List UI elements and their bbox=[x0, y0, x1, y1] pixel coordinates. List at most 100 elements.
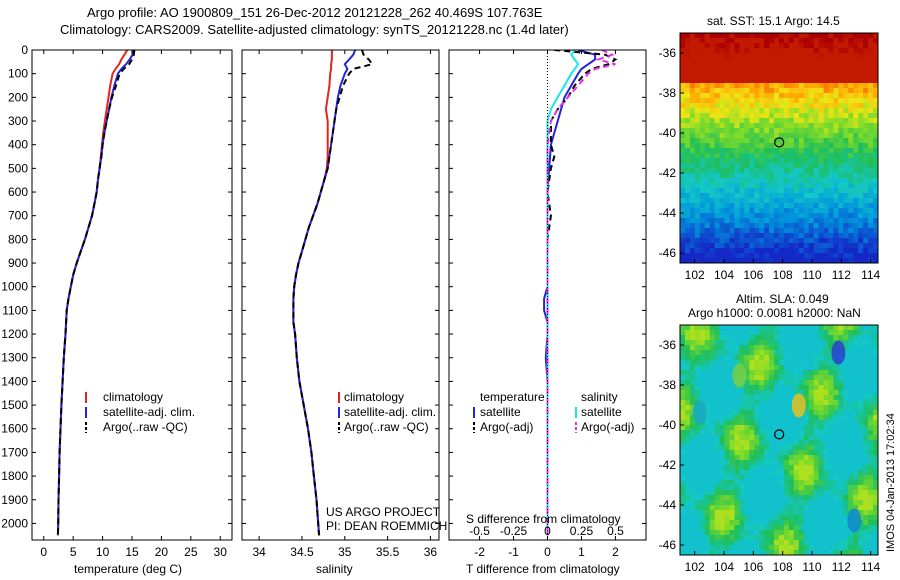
map-cell bbox=[868, 440, 874, 446]
map-cell bbox=[774, 153, 780, 159]
map-cell bbox=[754, 223, 760, 229]
map-cell bbox=[863, 68, 869, 74]
map-cell bbox=[754, 430, 760, 436]
map-cell bbox=[764, 198, 770, 204]
map-cell bbox=[848, 118, 854, 124]
map-cell bbox=[868, 108, 874, 114]
map-cell bbox=[754, 460, 760, 466]
map-cell bbox=[749, 88, 755, 94]
map-cell bbox=[734, 415, 740, 421]
map-cell bbox=[774, 350, 780, 356]
map-cell bbox=[699, 38, 706, 44]
map-cell bbox=[788, 460, 795, 466]
map-cell bbox=[783, 335, 790, 341]
map-cell bbox=[694, 465, 701, 471]
map-cell bbox=[704, 223, 711, 229]
map-cell bbox=[838, 380, 844, 386]
map-cell bbox=[788, 53, 795, 59]
map-cell bbox=[798, 53, 805, 59]
map-cell bbox=[734, 198, 740, 204]
map-cell bbox=[759, 103, 765, 109]
map-cell bbox=[734, 340, 740, 346]
map-cell bbox=[788, 198, 795, 204]
map-cell bbox=[714, 415, 721, 421]
map-cell bbox=[823, 540, 830, 546]
map-cell bbox=[853, 480, 859, 486]
map-cell bbox=[858, 500, 864, 506]
map-cell bbox=[828, 83, 835, 89]
map-cell bbox=[684, 193, 691, 199]
map-cell bbox=[783, 248, 790, 254]
map-cell bbox=[843, 490, 849, 496]
map-cell bbox=[783, 163, 790, 169]
diff-legend-sal-sat: satellite bbox=[581, 405, 622, 419]
map-cell bbox=[719, 435, 726, 441]
map-cell bbox=[788, 415, 795, 421]
map-cell bbox=[689, 360, 696, 366]
map-cell bbox=[833, 435, 839, 441]
map-cell bbox=[709, 83, 716, 89]
map-cell bbox=[818, 325, 825, 331]
map-cell bbox=[873, 435, 878, 441]
map-cell bbox=[684, 510, 691, 516]
map-cell bbox=[823, 83, 830, 89]
map-cell bbox=[704, 128, 711, 134]
map-cell bbox=[818, 545, 825, 551]
map-cell bbox=[818, 355, 825, 361]
map-cell bbox=[808, 440, 815, 446]
temp-xtick-label: 15 bbox=[125, 545, 139, 559]
map-cell bbox=[759, 485, 765, 491]
map-cell bbox=[873, 430, 878, 436]
map-cell bbox=[803, 340, 810, 346]
map-cell bbox=[699, 108, 706, 114]
map-cell bbox=[769, 128, 775, 134]
map-cell bbox=[680, 198, 686, 204]
map-cell bbox=[848, 465, 854, 471]
map-cell bbox=[798, 365, 805, 371]
map-cell bbox=[848, 545, 854, 551]
map-cell bbox=[873, 173, 878, 179]
map-cell bbox=[744, 238, 750, 244]
map-cell bbox=[868, 325, 874, 331]
map-cell bbox=[680, 490, 686, 496]
map-cell bbox=[709, 123, 716, 129]
map-cell bbox=[873, 510, 878, 516]
map-cell bbox=[848, 550, 854, 555]
map-cell bbox=[684, 395, 691, 401]
map-cell bbox=[788, 108, 795, 114]
map-cell bbox=[863, 158, 869, 164]
map-cell bbox=[858, 400, 864, 406]
map-cell bbox=[729, 153, 736, 159]
map-cell bbox=[848, 198, 854, 204]
map-cell bbox=[853, 198, 859, 204]
map-cell bbox=[853, 495, 859, 501]
map-cell bbox=[783, 345, 790, 351]
map-cell bbox=[764, 385, 770, 391]
map-cell bbox=[680, 430, 686, 436]
map-cell bbox=[774, 465, 780, 471]
map-cell bbox=[793, 78, 800, 84]
map-cell bbox=[774, 93, 780, 99]
map-cell bbox=[863, 475, 869, 481]
map-cell bbox=[793, 193, 800, 199]
map-cell bbox=[793, 465, 800, 471]
map-cell bbox=[843, 325, 849, 331]
sst-map-lat-label: -44 bbox=[659, 206, 677, 220]
sst-map-lat-label: -42 bbox=[659, 166, 677, 180]
map-cell bbox=[680, 183, 686, 189]
map-cell bbox=[868, 208, 874, 214]
map-cell bbox=[843, 525, 849, 531]
map-cell bbox=[719, 43, 726, 49]
map-cell bbox=[813, 163, 820, 169]
map-cell bbox=[848, 193, 854, 199]
map-cell bbox=[719, 360, 726, 366]
map-cell bbox=[818, 143, 825, 149]
depth-tick-label: 1900 bbox=[1, 493, 28, 507]
map-cell bbox=[863, 258, 869, 263]
map-cell bbox=[828, 530, 835, 536]
map-cell bbox=[714, 475, 721, 481]
map-cell bbox=[843, 530, 849, 536]
map-cell bbox=[759, 385, 765, 391]
map-cell bbox=[813, 153, 820, 159]
map-cell bbox=[729, 400, 736, 406]
